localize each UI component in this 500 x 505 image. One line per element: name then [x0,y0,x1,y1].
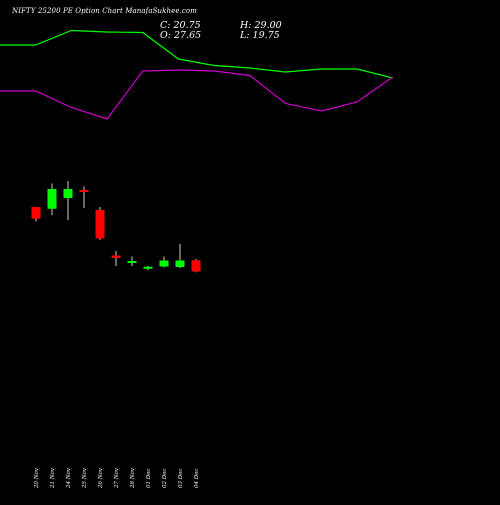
x-tick-label: 21 Nov [50,467,56,489]
candle-body-down [111,255,121,258]
candle-body-down [31,207,41,219]
x-tick-label: 01 Dec [146,469,152,489]
x-tick-label: 25 Nov [82,467,88,489]
candle-0 [31,207,41,222]
candle-body-up [127,261,137,263]
open-readout: O: 27.65 [160,30,202,41]
candle-5 [111,251,121,266]
x-tick-label: 24 Nov [66,467,72,489]
candle-body-up [159,260,169,267]
candle-body-up [143,266,153,269]
candle-body-down [191,260,201,272]
high-readout: H: 29.00 [240,20,282,31]
candle-3 [79,186,89,208]
candle-2 [63,181,73,220]
candle-9 [175,244,185,268]
x-tick-label: 04 Dec [194,469,200,489]
candle-body-up [63,189,73,198]
chart-title: NIFTY 25200 PE Option Chart ManafaSukhee… [12,7,197,15]
candle-10 [191,259,201,273]
candle-body-down [79,190,89,192]
candle-body-up [47,189,57,209]
lower-band-line [0,69,394,120]
upper-band-line [0,29,393,79]
x-tick-label: 27 Nov [114,467,120,489]
x-tick-label: 03 Dec [178,469,184,489]
candle-4 [95,207,105,240]
candle-7 [143,265,153,271]
close-readout: C: 20.75 [160,20,201,31]
candle-1 [47,183,57,216]
bands-layer [0,29,394,120]
candle-8 [159,256,169,268]
candle-body-down [95,210,105,239]
candle-6 [127,256,137,266]
x-tick-label: 28 Nov [130,467,136,489]
x-tick-label: 26 Nov [98,467,104,489]
x-tick-label: 02 Dec [162,469,168,489]
x-tick-label: 20 Nov [34,467,40,489]
x-axis-labels: 20 Nov 21 Nov 24 Nov 25 Nov 26 Nov 27 Nov 28 N… [34,467,200,489]
candle-body-up [175,260,185,267]
low-readout: L: 19.75 [240,30,280,41]
candles-layer [31,181,201,273]
